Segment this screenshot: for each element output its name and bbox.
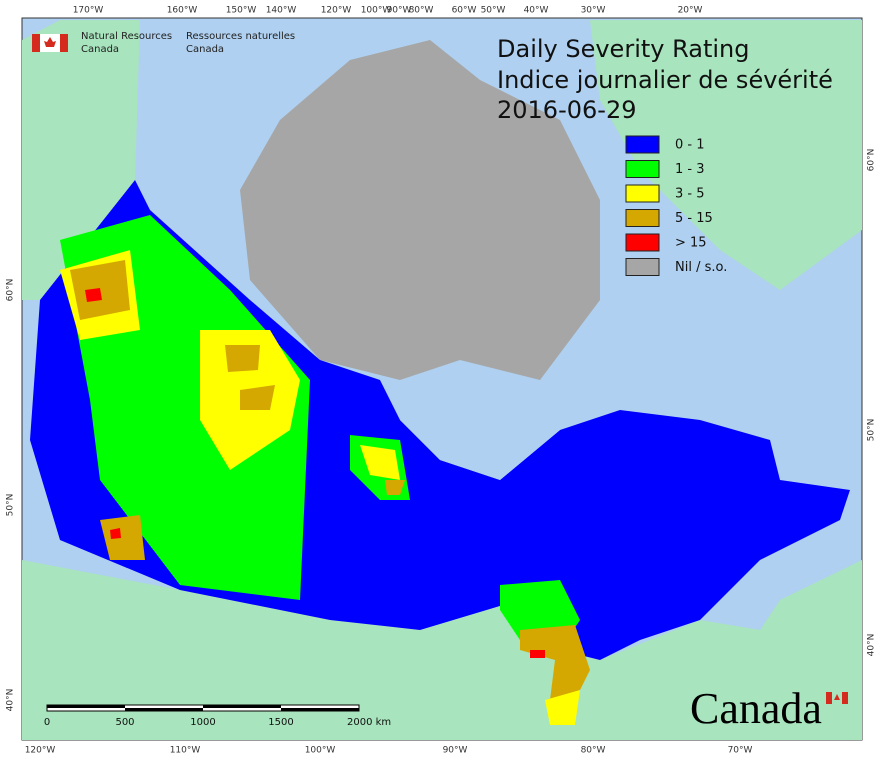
- longitude-label: 150°W: [226, 6, 257, 16]
- legend-swatch: [625, 184, 660, 203]
- longitude-label: 20°W: [678, 6, 703, 16]
- longitude-label: 120°W: [25, 746, 56, 756]
- agency-signature: Natural Resources Canada Ressources natu…: [32, 31, 295, 55]
- longitude-label: 110°W: [170, 746, 201, 756]
- legend-swatch: [625, 209, 660, 227]
- latitude-label: 50°N: [867, 419, 877, 442]
- graticule-labels: 170°W 160°W 150°W 140°W 120°W 100°W90°W80°W 60…: [6, 6, 877, 756]
- longitude-label: 80°W: [581, 746, 606, 756]
- legend-swatch: [625, 160, 660, 178]
- legend-swatch: [625, 233, 660, 252]
- longitude-label: 170°W: [73, 6, 104, 16]
- legend-swatch: [625, 135, 660, 154]
- latitude-label: 40°N: [867, 634, 877, 657]
- legend-label: Nil / s.o.: [675, 260, 727, 275]
- scale-label: 1000: [190, 717, 215, 728]
- date: 2016-06-29: [497, 96, 636, 124]
- scale-label: 2000 km: [347, 717, 391, 728]
- basemap: [22, 20, 862, 740]
- longitude-label: 140°W: [266, 6, 297, 16]
- longitude-label: 50°W: [481, 6, 506, 16]
- longitude-label: 80°W: [409, 6, 434, 16]
- latitude-label: 60°N: [867, 149, 877, 172]
- legend-label: 0 - 1: [675, 138, 705, 153]
- longitude-label: 40°W: [524, 6, 549, 16]
- longitude-label: 120°W: [321, 6, 352, 16]
- legend: 0 - 1 1 - 3 3 - 5 5 - 15 > 15 Nil / s.o.: [625, 135, 727, 276]
- scale-label: 500: [115, 717, 134, 728]
- latitude-label: 60°N: [6, 279, 16, 302]
- scale-label: 1500: [268, 717, 293, 728]
- legend-swatch: [625, 258, 660, 276]
- longitude-label: 160°W: [167, 6, 198, 16]
- longitude-label: 100°W: [361, 6, 392, 16]
- longitude-label: 90°W: [387, 6, 412, 16]
- longitude-label: 90°W: [443, 746, 468, 756]
- longitude-label: 30°W: [581, 6, 606, 16]
- agency-en: Natural Resources: [81, 31, 172, 42]
- wordmark: Canada: [690, 684, 848, 733]
- legend-label: > 15: [675, 236, 707, 251]
- longitude-label: 60°W: [452, 6, 477, 16]
- scale-bar: [46, 704, 360, 712]
- agency-fr: Ressources naturelles: [186, 31, 295, 42]
- scale-label: 0: [44, 717, 50, 728]
- longitude-label: 100°W: [305, 746, 336, 756]
- latitude-label: 40°N: [6, 689, 16, 712]
- agency-en: Canada: [81, 44, 119, 55]
- legend-label: 1 - 3: [675, 162, 705, 177]
- latitude-label: 50°N: [6, 494, 16, 517]
- title: Daily Severity Rating: [497, 35, 749, 63]
- longitude-label: 70°W: [728, 746, 753, 756]
- legend-label: 3 - 5: [675, 187, 705, 202]
- canada-wordmark: Canada: [690, 684, 822, 733]
- scale-labels: 0 500 1000 1500 2000 km: [44, 717, 391, 728]
- agency-fr: Canada: [186, 44, 224, 55]
- legend-label: 5 - 15: [675, 211, 713, 226]
- title: Indice journalier de sévérité: [497, 66, 833, 94]
